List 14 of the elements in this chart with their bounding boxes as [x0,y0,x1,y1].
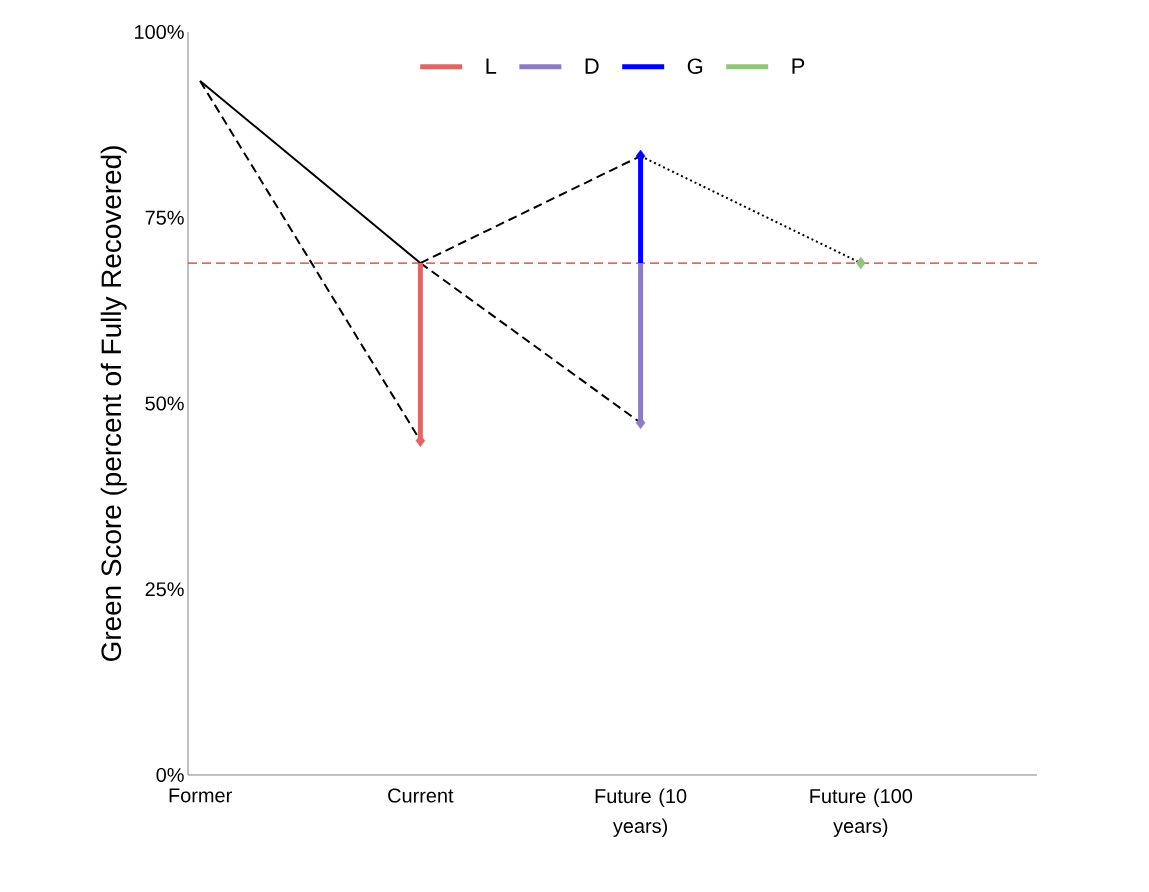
legend-label: D [585,58,599,74]
x-tick-label: Former [169,788,232,803]
x-tick-label: Future (100 years) [810,788,913,837]
y-axis-title: Green Score (percent of Fully Recovered) [100,146,127,661]
x-tick-label: Current [388,788,454,803]
x-tick-label: Future (10 years) [595,788,687,837]
y-tick-label: 75% [145,210,184,225]
y-tick-label: 0% [156,767,184,783]
legend-label: L [486,58,497,74]
legend-label: G [687,58,703,74]
y-tick-label: 50% [145,396,184,411]
y-tick-label: 25% [145,582,184,597]
legend-label: P [792,58,805,74]
y-tick-label: 100% [135,24,184,40]
